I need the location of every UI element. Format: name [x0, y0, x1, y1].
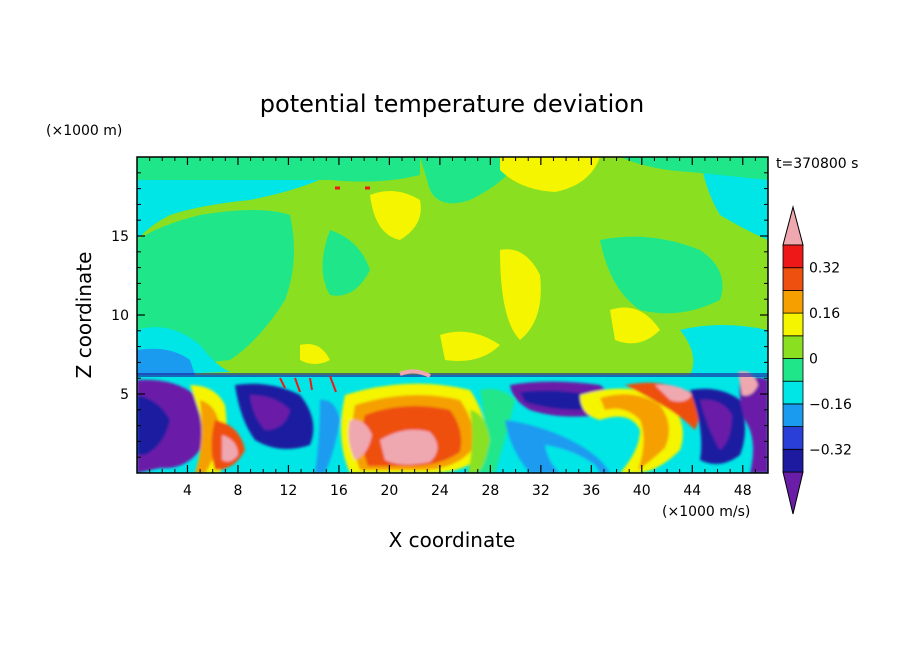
colorbar-band: [782, 267, 804, 291]
x-tick-label: 28: [481, 483, 499, 499]
colorbar-band: [782, 244, 804, 269]
colorbar-band: [782, 380, 804, 405]
colorbar-label: 0.32: [809, 261, 840, 277]
contour-field: [137, 157, 768, 473]
x-tick-label: 36: [582, 483, 600, 499]
colorbar-max-triangle: [782, 205, 804, 246]
colorbar-label: −0.32: [809, 442, 852, 458]
y-tick-label: 5: [120, 387, 129, 403]
x-tick-label: 12: [280, 483, 298, 499]
x-tick-label: 8: [233, 483, 242, 499]
colorbar-band: [782, 335, 804, 359]
x-tick-label: 48: [734, 483, 752, 499]
colorbar: 0.32 0.16 0 −0.16 −0.32: [782, 205, 852, 515]
y-tick-label: 15: [111, 229, 129, 245]
x-tick-label: 40: [633, 483, 651, 499]
colorbar-label: −0.16: [809, 397, 852, 413]
colorbar-band: [782, 448, 804, 473]
colorbar-label: 0: [809, 352, 818, 368]
chart-title: potential temperature deviation: [260, 90, 644, 118]
x-tick-label: 24: [431, 483, 449, 499]
y-tick-label: 10: [111, 308, 129, 324]
colorbar-min-triangle: [782, 471, 804, 515]
y-unit-label: (×1000 m): [46, 123, 122, 139]
time-label: t=370800 s: [776, 156, 858, 172]
x-tick-label: 32: [532, 483, 550, 499]
y-axis-label: Z coordinate: [72, 252, 96, 379]
y-axis: 5 10 15: [111, 172, 768, 458]
colorbar-band: [782, 312, 804, 337]
x-tick-label: 4: [183, 483, 192, 499]
x-axis: 4 8 12 16 20 24 28 32 36 40 44 48: [149, 157, 756, 499]
x-tick-label: 20: [380, 483, 398, 499]
x-unit-label: (×1000 m/s): [662, 504, 750, 520]
colorbar-band: [782, 426, 804, 450]
colorbar-band: [782, 403, 804, 427]
colorbar-band: [782, 358, 804, 382]
colorbar-label: 0.16: [809, 306, 840, 322]
x-tick-label: 44: [683, 483, 701, 499]
colorbar-band: [782, 289, 804, 314]
x-tick-label: 16: [330, 483, 348, 499]
x-axis-label: X coordinate: [389, 528, 516, 552]
